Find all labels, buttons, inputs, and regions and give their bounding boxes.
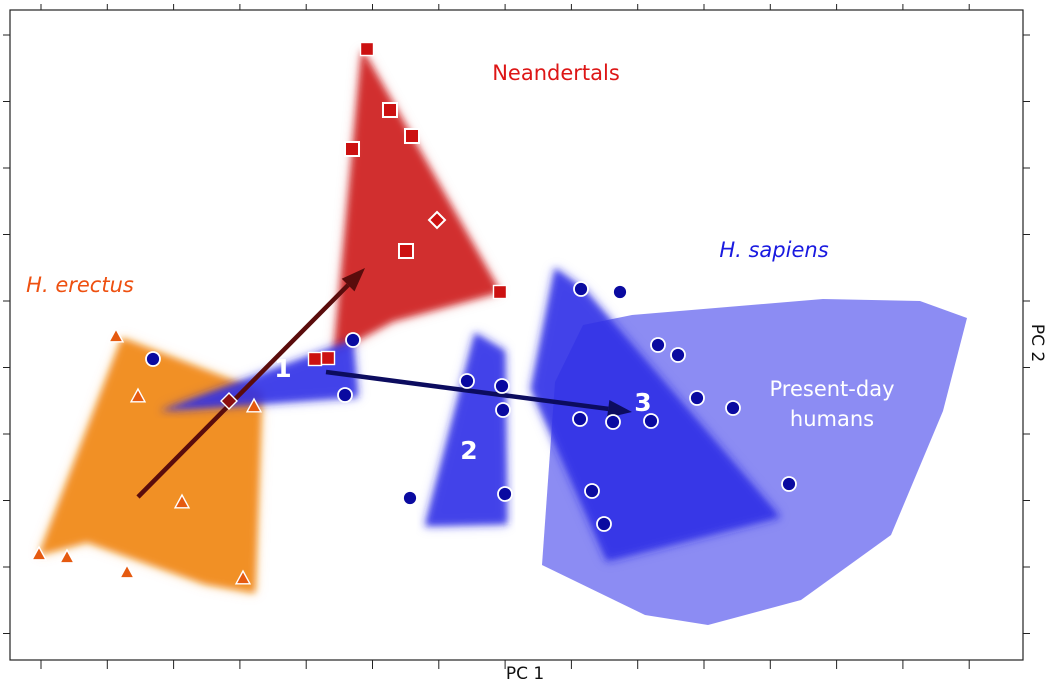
point-circle — [650, 337, 666, 353]
point-square-open — [404, 128, 420, 144]
point-triangle — [129, 387, 147, 403]
point-circle — [573, 281, 589, 297]
point-square — [359, 41, 375, 57]
y-axis-title: PC 2 — [1027, 323, 1047, 363]
point-square — [320, 350, 336, 366]
point-square — [492, 284, 508, 300]
x-axis-title: PC 1 — [505, 664, 545, 684]
point-circle — [402, 490, 418, 506]
point-triangle — [173, 493, 191, 509]
point-square-open — [382, 102, 398, 118]
label-neandertal: Neandertals — [492, 61, 620, 85]
point-triangle — [30, 545, 48, 561]
hull-erectus — [39, 338, 262, 593]
point-circle — [596, 516, 612, 532]
label-sapiens: H. sapiens — [719, 238, 828, 262]
cluster-number-1: 1 — [274, 354, 291, 383]
trajectory-arrows — [136, 268, 632, 499]
cluster-number-2: 2 — [460, 436, 477, 465]
hull-sapiens_2 — [425, 333, 507, 526]
point-circle — [572, 411, 588, 427]
point-triangle — [107, 327, 125, 343]
point-triangle — [118, 563, 136, 579]
point-circle — [643, 413, 659, 429]
point-circle — [337, 387, 353, 403]
point-square — [307, 351, 323, 367]
point-diamond-open — [427, 210, 447, 230]
point-square-open — [344, 141, 360, 157]
point-circle — [605, 414, 621, 430]
data-points — [30, 41, 797, 585]
point-circle — [689, 390, 705, 406]
arrow-1-to-3-shaft — [325, 369, 609, 412]
point-triangle — [245, 397, 263, 413]
point-triangle — [234, 569, 252, 585]
convex-hulls — [39, 49, 967, 625]
arrow-1-to-3-head — [607, 399, 632, 418]
point-circle — [459, 373, 475, 389]
arrow-erectus-to-neandertal-head — [341, 268, 365, 292]
point-circle — [494, 378, 510, 394]
point-square-open — [398, 243, 414, 259]
label-present_day_1: Present-day — [770, 377, 895, 401]
point-circle — [584, 483, 600, 499]
point-circle — [145, 351, 161, 367]
point-circle — [497, 486, 513, 502]
arrow-erectus-to-neandertal-shaft — [136, 283, 350, 499]
point-circle — [612, 284, 628, 300]
plot-frame — [9, 9, 1024, 661]
point-circle — [670, 347, 686, 363]
cluster-number-3: 3 — [634, 388, 651, 417]
group-labels: Neandertals H. sapiens H. erectus Present-d… — [26, 61, 894, 465]
hull-neandertal — [334, 49, 500, 353]
label-erectus: H. erectus — [26, 273, 134, 297]
point-circle — [781, 476, 797, 492]
point-circle — [725, 400, 741, 416]
point-circle — [495, 402, 511, 418]
point-circle — [345, 332, 361, 348]
point-triangle — [58, 548, 76, 564]
label-present_day_2: humans — [790, 407, 874, 431]
axes-frame — [3, 4, 1030, 669]
point-diamond — [220, 392, 238, 410]
